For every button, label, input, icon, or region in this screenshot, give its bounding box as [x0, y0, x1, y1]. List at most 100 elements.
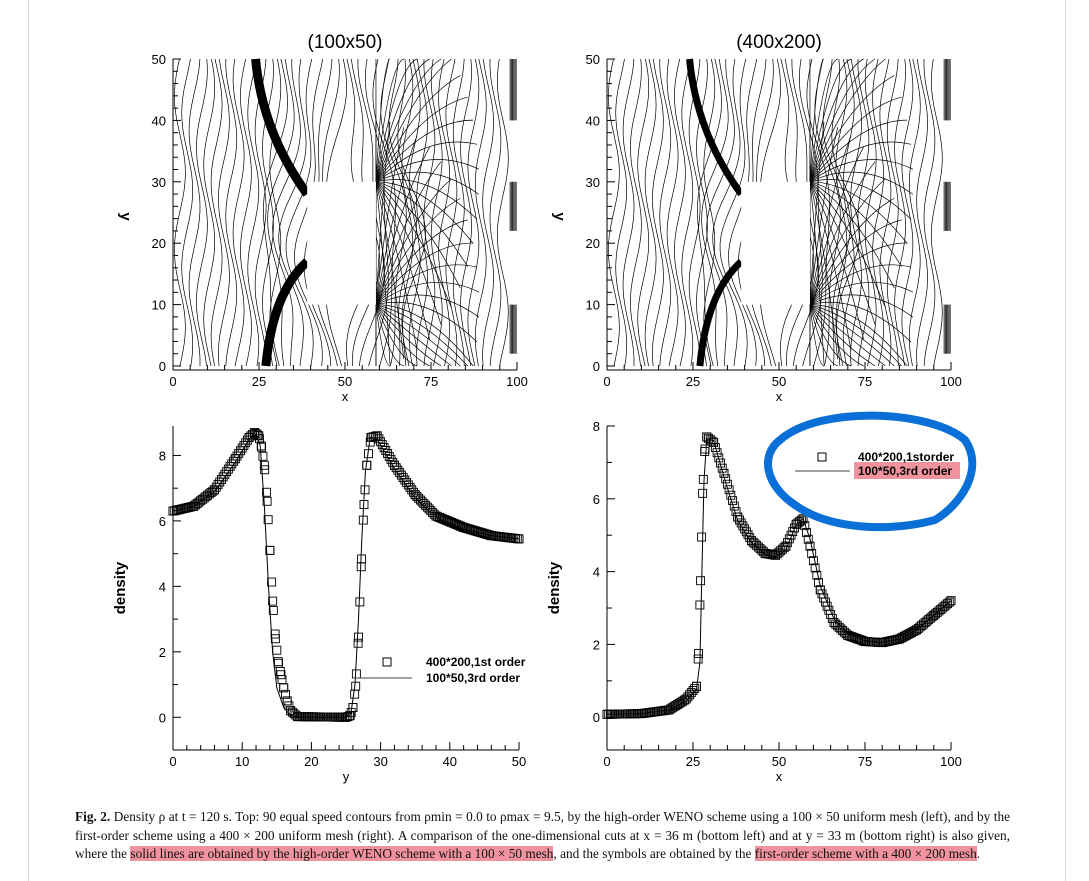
data-marker [710, 443, 720, 452]
contour-line [809, 304, 864, 367]
contour-line [719, 58, 748, 367]
contour-line [864, 58, 877, 367]
y-tick-label: 10 [586, 298, 600, 313]
data-marker [267, 577, 277, 587]
contour-line [375, 179, 478, 220]
data-marker [284, 701, 294, 711]
annotation-ellipse [764, 411, 977, 532]
data-marker [433, 512, 443, 522]
data-marker [281, 689, 290, 699]
y-axis-title: y [551, 212, 568, 221]
data-marker [855, 635, 865, 645]
contour-line [809, 304, 876, 367]
contour-line [174, 58, 186, 367]
contour-line [401, 58, 414, 367]
panel-title: (400x200) [736, 32, 822, 53]
contour-lines [608, 58, 951, 367]
data-marker [771, 550, 781, 560]
caption-highlight: first-order scheme with a 400 × 200 mesh [754, 846, 977, 861]
contour-line [930, 58, 943, 367]
data-marker [366, 433, 376, 442]
data-marker [700, 444, 710, 454]
contour-line [375, 178, 452, 305]
contour-line [809, 181, 839, 360]
contour-line [375, 58, 430, 182]
data-line [606, 438, 952, 715]
data-marker [805, 541, 815, 551]
y-tick-label: 20 [586, 236, 600, 251]
data-marker [216, 475, 226, 484]
data-marker [348, 703, 358, 712]
contour-line [375, 294, 480, 318]
data-marker [257, 442, 267, 452]
contour-line [809, 135, 852, 305]
data-marker [838, 626, 848, 635]
caption-text: . [976, 846, 981, 861]
data-marker [412, 492, 422, 501]
shock-front [686, 58, 744, 197]
obstacle-block [307, 181, 376, 305]
contour-line [809, 181, 825, 365]
contour-line [809, 58, 838, 182]
contour-line [809, 181, 886, 308]
y-tick-label: 6 [593, 492, 600, 507]
contour-line [278, 58, 307, 367]
data-marker [263, 515, 273, 525]
contour-line [809, 304, 908, 367]
shock-front [696, 259, 744, 367]
data-marker [239, 440, 249, 450]
data-marker [275, 667, 285, 676]
data-marker [943, 599, 953, 609]
contour-line [375, 58, 418, 182]
legend-marker-symbol [817, 452, 827, 462]
data-marker [279, 683, 289, 693]
caption-label: Fig. 2. [75, 809, 111, 824]
contour-line [622, 58, 635, 366]
contour-lines [174, 58, 517, 367]
data-marker [210, 485, 219, 495]
data-marker [481, 529, 491, 539]
x-tick-label: 0 [603, 754, 610, 769]
contour-line [706, 59, 735, 367]
data-marker [206, 488, 216, 497]
contour-line [489, 59, 502, 367]
contour-line [375, 181, 405, 360]
x-tick-label: 50 [512, 754, 526, 769]
contour-line [809, 304, 852, 367]
contour-line [809, 181, 908, 244]
data-marker [218, 472, 228, 482]
contour-line [188, 58, 201, 366]
legend-entry: 100*50,3rd order [426, 671, 520, 685]
contour-line [375, 304, 418, 367]
data-marker [745, 533, 755, 543]
data-marker [741, 527, 751, 537]
contour-line [482, 58, 494, 367]
data-marker [270, 629, 280, 639]
contour-line [452, 58, 465, 367]
contour-line [809, 171, 914, 195]
contour-line [375, 304, 468, 367]
data-marker [424, 504, 434, 514]
legend-marker-symbol [382, 657, 392, 667]
contour-line [809, 179, 912, 220]
contour-line [809, 181, 852, 351]
data-marker [479, 529, 489, 539]
data-marker [833, 621, 842, 631]
contour-line [460, 58, 472, 367]
contour-line [857, 58, 870, 367]
data-marker [353, 638, 363, 648]
contour-line [375, 75, 461, 182]
data-marker [431, 511, 441, 521]
contour-line [809, 58, 852, 182]
contour-line [375, 135, 418, 305]
data-marker [254, 431, 264, 441]
data-marker [282, 696, 292, 706]
y-tick-label: 10 [152, 298, 166, 313]
data-marker [268, 606, 278, 615]
y-tick-label: 0 [159, 359, 166, 374]
y-tick-label: 2 [593, 637, 600, 652]
contour-line [375, 127, 405, 305]
contour-line [272, 59, 301, 367]
contour-line [375, 119, 474, 183]
